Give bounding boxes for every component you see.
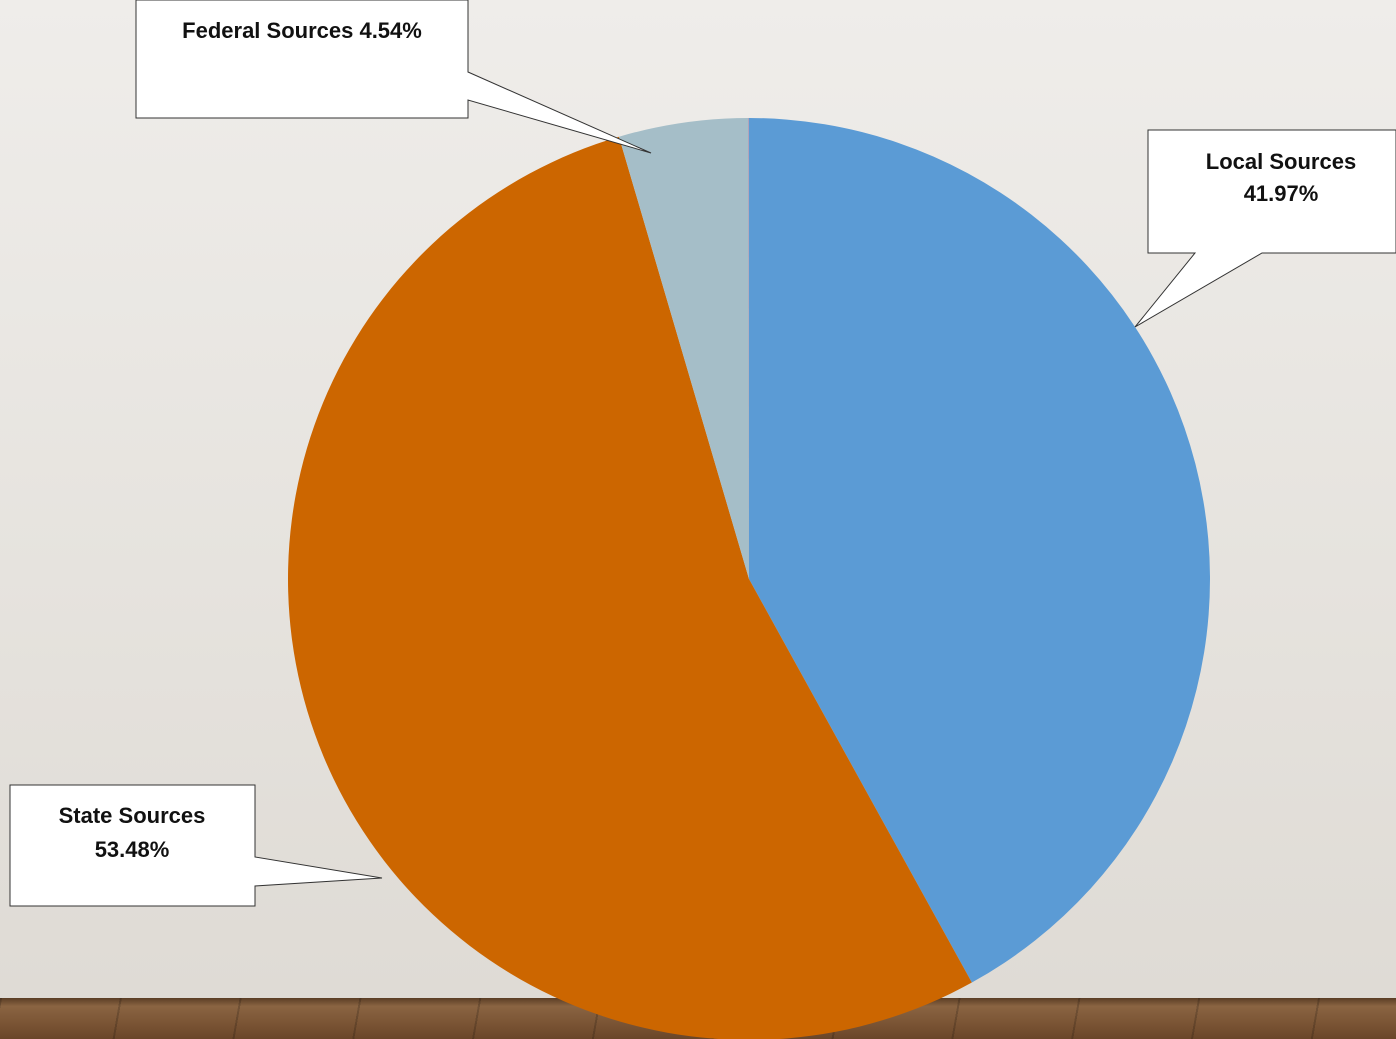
callout-state-line-1: State Sources	[59, 803, 206, 828]
callout-labels: Local Sources 41.97% State Sources 53.48…	[9, 0, 1396, 907]
callout-local-line-2: 41.97%	[1244, 181, 1319, 206]
callout-state: State Sources 53.48%	[9, 784, 383, 907]
callout-state-box	[9, 784, 383, 907]
callout-local-line-1: Local Sources	[1206, 149, 1356, 174]
pie-slice-local	[749, 118, 1210, 983]
callout-federal-line-1: Federal Sources 4.54%	[182, 18, 422, 43]
callout-federal: Federal Sources 4.54%	[135, 0, 652, 154]
callout-state-line-2: 53.48%	[95, 837, 170, 862]
callout-local: Local Sources 41.97%	[1134, 129, 1396, 328]
pie-slices	[288, 118, 1210, 1039]
callout-federal-box	[135, 0, 652, 154]
pie-slice-state	[288, 136, 972, 1039]
callout-local-box	[1134, 129, 1396, 328]
pie-slice-federal	[618, 118, 749, 579]
